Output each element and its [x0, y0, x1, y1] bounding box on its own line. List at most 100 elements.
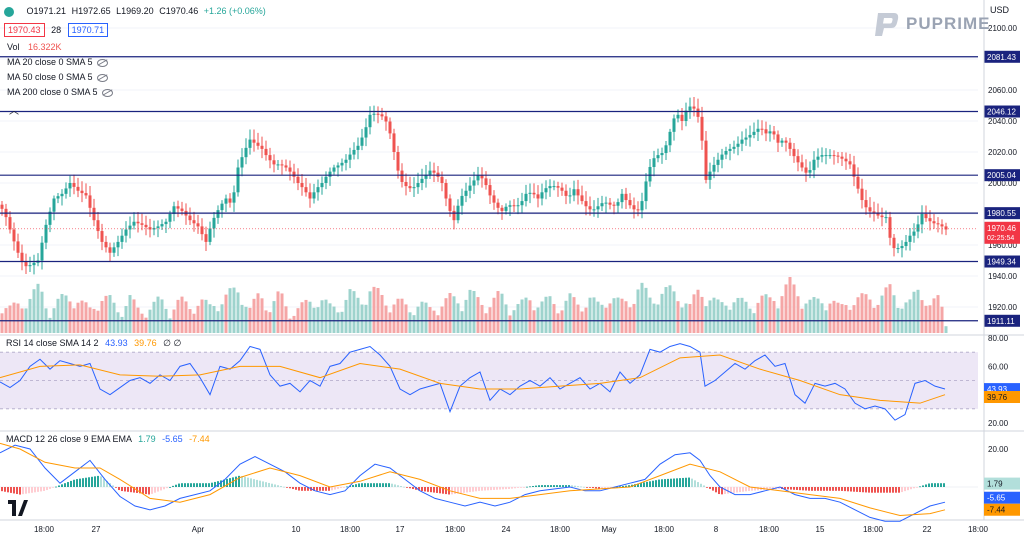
price-tick-label: 2100.00: [988, 24, 1017, 33]
volume-bar: [924, 305, 928, 333]
macd-histogram-bar: [142, 487, 144, 494]
ask-button[interactable]: 1970.71: [67, 23, 109, 37]
hidden-eye-icon[interactable]: [101, 88, 113, 97]
macd-histogram-bar: [145, 487, 147, 495]
candle-body: [744, 137, 748, 140]
candle-body: [312, 192, 316, 199]
candle-body: [848, 161, 852, 165]
hidden-eye-icon[interactable]: [96, 58, 108, 67]
time-tick-label: 18:00: [759, 525, 780, 534]
macd-histogram-bar: [112, 485, 114, 487]
macd-histogram-bar: [166, 487, 168, 489]
ma50-label: MA 50 close 0 SMA 5: [7, 72, 93, 82]
candle-body: [368, 114, 372, 128]
volume-bar: [692, 294, 696, 333]
candle-body: [540, 192, 544, 199]
macd-histogram-bar: [409, 487, 411, 489]
price-tick-label: 2000.00: [988, 179, 1017, 188]
macd-histogram-bar: [193, 483, 195, 487]
macd-histogram-bar: [520, 487, 522, 488]
candle-body: [116, 241, 120, 248]
candle-body: [280, 164, 284, 166]
hidden-eye-icon[interactable]: [96, 73, 108, 82]
macd-histogram-bar: [856, 487, 858, 492]
macd-histogram-bar: [76, 479, 78, 487]
volume-bar: [200, 299, 204, 333]
macd-histogram-bar: [535, 485, 537, 487]
volume-bar: [760, 295, 764, 333]
candle-body: [676, 114, 680, 119]
candle-body: [648, 166, 652, 182]
macd-histogram-bar: [820, 487, 822, 491]
candle-body: [688, 106, 692, 111]
candle-body: [768, 131, 772, 134]
volume-bar: [108, 295, 112, 333]
volume-bar: [364, 304, 368, 333]
tradingview-logo-part: [18, 500, 28, 516]
candle-body: [836, 155, 840, 157]
time-tick-label: 18:00: [340, 525, 361, 534]
candle-body: [248, 139, 252, 148]
candle-body: [264, 148, 268, 156]
volume-bar: [184, 301, 188, 333]
price-tick-label: 1920.00: [988, 303, 1017, 312]
candle-body: [176, 206, 180, 209]
macd-histogram-bar: [196, 483, 198, 487]
macd-histogram-bar: [703, 485, 705, 487]
rsi-extra-value: ∅ ∅: [163, 338, 182, 348]
macd-histogram-bar: [250, 478, 252, 487]
candle-body: [696, 108, 700, 117]
volume-bar: [272, 301, 276, 333]
time-tick-label: 24: [502, 525, 511, 534]
candle-body: [528, 192, 532, 194]
tradingview-logo-part: [8, 500, 16, 516]
volume-bar: [76, 302, 80, 333]
ma50-legend[interactable]: MA 50 close 0 SMA 5: [7, 72, 108, 82]
volume-bar: [724, 305, 728, 333]
level-label: 1911.11: [987, 317, 1015, 326]
macd-histogram-bar: [865, 487, 867, 493]
macd-histogram-bar: [880, 487, 882, 493]
candle-body: [556, 186, 560, 188]
candle-body: [668, 131, 672, 146]
volume-bar: [544, 296, 548, 333]
ma200-legend[interactable]: MA 200 close 0 SMA 5: [7, 87, 113, 97]
macd-histogram-bar: [778, 487, 780, 489]
volume-bar: [824, 310, 828, 333]
macd-histogram-bar: [580, 486, 582, 488]
macd-histogram-bar: [157, 487, 159, 492]
macd-histogram-bar: [511, 487, 513, 489]
collapse-legend-button[interactable]: ︿: [9, 106, 19, 117]
level-label-bg: [984, 50, 1020, 63]
macd-histogram-bar: [232, 477, 234, 487]
candle-body: [728, 148, 732, 151]
volume-bar: [880, 295, 884, 333]
bid-button[interactable]: 1970.43: [4, 23, 45, 37]
volume-bar: [140, 313, 144, 333]
volume-bar: [304, 299, 308, 333]
macd-histogram-bar: [463, 487, 465, 493]
volume-bar: [56, 298, 60, 333]
macd-histogram-bar: [724, 487, 726, 494]
time-tick-label: 15: [816, 525, 825, 534]
macd-histogram-bar: [25, 487, 27, 494]
currency-label[interactable]: USD: [990, 5, 1010, 15]
macd-signal-line: [0, 442, 946, 517]
volume-bar: [888, 284, 892, 333]
volume-bar: [424, 302, 428, 333]
candle-body: [576, 189, 580, 196]
volume-bar: [464, 299, 468, 333]
ma20-legend[interactable]: MA 20 close 0 SMA 5: [7, 57, 108, 67]
volume-bar: [392, 304, 396, 333]
vol-label: Vol: [7, 42, 20, 52]
candle-body: [136, 221, 140, 224]
macd-histogram-bar: [541, 485, 543, 487]
rsi-ma-value-bg: [984, 391, 1020, 404]
macd-histogram-bar: [355, 484, 357, 487]
candle-body: [272, 160, 276, 165]
candle-body: [196, 223, 200, 227]
macd-histogram-bar: [388, 483, 390, 487]
ma20-label: MA 20 close 0 SMA 5: [7, 57, 93, 67]
volume-bar: [508, 315, 512, 333]
